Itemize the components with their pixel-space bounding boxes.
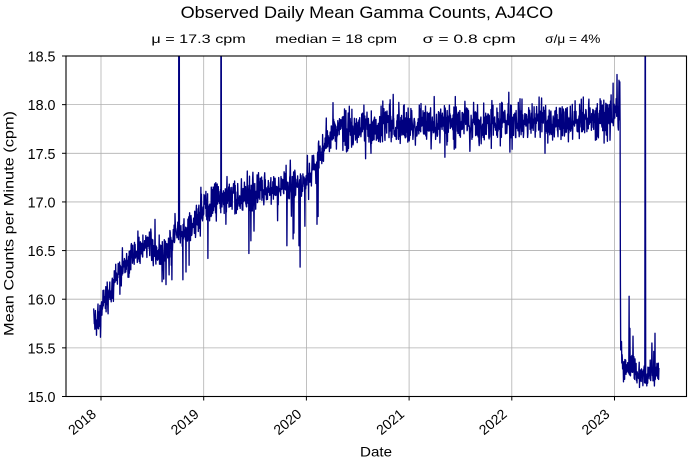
svg-text:σ/μ = 4%: σ/μ = 4% (545, 32, 601, 46)
svg-text:Date: Date (360, 444, 392, 460)
svg-text:μ = 17.3 cpm: μ = 17.3 cpm (151, 32, 245, 46)
svg-text:Observed Daily Mean Gamma Coun: Observed Daily Mean Gamma Counts, AJ4CO (181, 4, 554, 22)
svg-text:17.5: 17.5 (28, 147, 56, 163)
svg-text:median = 18 cpm: median = 18 cpm (275, 32, 397, 46)
svg-text:15.0: 15.0 (28, 390, 56, 406)
svg-text:16.5: 16.5 (28, 244, 56, 260)
svg-text:17.0: 17.0 (28, 195, 56, 211)
svg-text:15.5: 15.5 (28, 341, 56, 357)
svg-text:18.0: 18.0 (28, 98, 56, 114)
svg-text:σ = 0.8 cpm: σ = 0.8 cpm (423, 32, 516, 46)
svg-text:16.0: 16.0 (28, 293, 56, 309)
svg-text:Mean Counts per Minute (cpm): Mean Counts per Minute (cpm) (1, 111, 17, 336)
svg-text:18.5: 18.5 (28, 50, 56, 66)
